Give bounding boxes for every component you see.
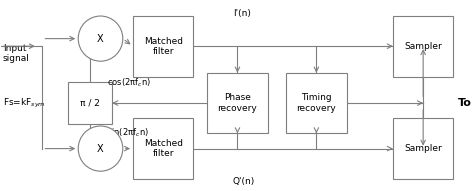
Text: Input
signal: Input signal [3, 44, 30, 63]
Text: cos(2πf$_c$n): cos(2πf$_c$n) [107, 77, 151, 89]
Bar [286, 73, 346, 134]
Text: Phase
recovery: Phase recovery [218, 93, 257, 113]
Text: Matched
filter: Matched filter [144, 139, 182, 158]
Text: X: X [97, 34, 104, 44]
Text: Sampler: Sampler [404, 42, 442, 51]
Text: Matched
filter: Matched filter [144, 36, 182, 56]
Text: Timing
recovery: Timing recovery [297, 93, 336, 113]
Text: π / 2: π / 2 [80, 99, 100, 108]
Ellipse shape [78, 16, 123, 61]
Ellipse shape [78, 126, 123, 171]
Text: I'(n): I'(n) [233, 10, 251, 19]
Bar [68, 82, 112, 124]
Text: X: X [97, 144, 104, 154]
Text: To: To [458, 98, 472, 108]
Text: Sampler: Sampler [404, 144, 442, 153]
Bar [207, 73, 268, 134]
Bar [133, 16, 193, 77]
Bar [133, 118, 193, 179]
Text: Fs=kF$_{sym}$: Fs=kF$_{sym}$ [3, 96, 46, 110]
Text: Q'(n): Q'(n) [233, 177, 255, 186]
Bar [393, 118, 453, 179]
Bar [393, 16, 453, 77]
Text: sin(2πf$_c$n): sin(2πf$_c$n) [107, 126, 148, 139]
